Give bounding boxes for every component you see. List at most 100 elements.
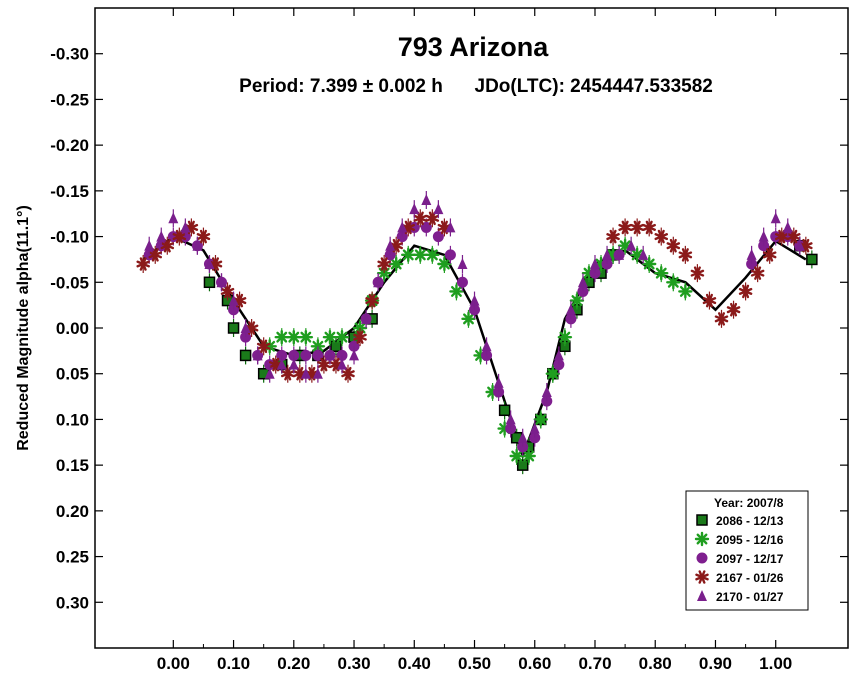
data-point [577, 276, 588, 288]
data-point [642, 256, 657, 272]
data-point [493, 376, 504, 388]
data-point [281, 366, 295, 381]
data-point [144, 239, 155, 251]
data-point [758, 230, 769, 242]
data-point [361, 312, 372, 324]
data-point [228, 294, 239, 306]
legend-entries: 2086 - 12/13 2095 - 12/16 2097 - 12/17 2167… [694, 514, 784, 604]
data-point [286, 329, 301, 345]
series-3 [136, 209, 813, 383]
data-point [433, 203, 444, 215]
data-point [377, 257, 391, 271]
data-point [569, 293, 585, 308]
data-point [401, 247, 416, 263]
data-point [409, 203, 420, 215]
axes-layer: 0.00 0.10 0.20 0.30 0.40 0.50 0.60 0.70 0.80 0.90… [50, 8, 848, 673]
data-point [437, 256, 452, 272]
data-point [533, 412, 548, 427]
data-point [353, 330, 367, 344]
x-tick-label: 0.90 [699, 654, 732, 673]
data-point [456, 276, 468, 288]
y-tick-label: 0.00 [56, 319, 89, 338]
data-point [461, 311, 476, 327]
legend-entry-label: 2086 - 12/13 [716, 514, 784, 528]
data-point [385, 239, 396, 251]
data-point [262, 339, 277, 354]
y-tick-label: 0.10 [56, 410, 89, 429]
x-tick-label: 0.60 [518, 654, 551, 673]
data-point [276, 358, 287, 370]
data-point [349, 349, 360, 361]
data-point [293, 366, 307, 381]
data-point [642, 220, 656, 235]
data-point [557, 329, 573, 345]
data-point [330, 340, 342, 353]
data-point [203, 276, 216, 289]
data-point [373, 276, 384, 288]
data-point [216, 276, 227, 288]
data-point [606, 229, 620, 244]
data-point [774, 229, 789, 244]
data-point [420, 221, 432, 233]
data-point [168, 212, 179, 224]
legend-marker [695, 570, 709, 584]
series-4 [144, 191, 805, 447]
data-point [553, 349, 564, 361]
data-point [413, 247, 428, 263]
y-axis-label: Reduced Magnitude alpha(11.1°) [15, 205, 32, 451]
data-point [160, 238, 175, 253]
data-point [136, 257, 150, 271]
data-point [630, 220, 644, 235]
data-point [794, 239, 805, 251]
data-point [638, 248, 649, 260]
data-point [220, 284, 235, 299]
data-point [312, 349, 324, 361]
data-point [678, 284, 693, 299]
data-point [445, 221, 456, 233]
y-tick-label: -0.25 [50, 90, 89, 109]
data-point [156, 230, 167, 242]
data-point [227, 322, 240, 334]
data-point [618, 220, 632, 235]
data-point [469, 294, 480, 306]
data-point [264, 367, 275, 379]
y-tick-label: 0.20 [56, 502, 89, 521]
data-point [317, 357, 331, 372]
data-point [654, 229, 668, 244]
data-point [334, 329, 350, 345]
data-point [505, 413, 516, 425]
data-point [457, 258, 468, 269]
y-tick-label: -0.20 [50, 136, 89, 155]
data-point [256, 339, 271, 354]
data-point [614, 248, 625, 260]
data-point [481, 340, 492, 352]
y-tick-label: 0.05 [56, 365, 89, 384]
data-point [196, 229, 211, 244]
y-tick-label: 0.15 [56, 456, 89, 475]
data-point [252, 349, 263, 361]
data-point [298, 329, 314, 345]
data-point [602, 248, 613, 260]
data-point [738, 284, 753, 299]
data-point [268, 357, 283, 372]
data-point [365, 293, 379, 308]
legend-entry-label: 2167 - 01/26 [716, 571, 784, 585]
legend-title: Year: 2007/8 [714, 496, 784, 510]
legend-marker [696, 552, 708, 564]
legend-entry-label: 2097 - 12/17 [716, 552, 784, 566]
data-point [762, 248, 777, 262]
data-point [787, 229, 801, 244]
data-point [180, 221, 191, 233]
data-point [565, 303, 576, 315]
data-point [541, 386, 552, 397]
x-tick-label: 0.30 [337, 654, 370, 673]
data-point [172, 229, 187, 244]
data-point [240, 322, 251, 333]
data-point [545, 366, 561, 381]
data-point [770, 212, 781, 224]
data-point [666, 238, 681, 253]
data-point [341, 366, 355, 381]
data-point [425, 247, 440, 263]
data-point [516, 459, 529, 471]
